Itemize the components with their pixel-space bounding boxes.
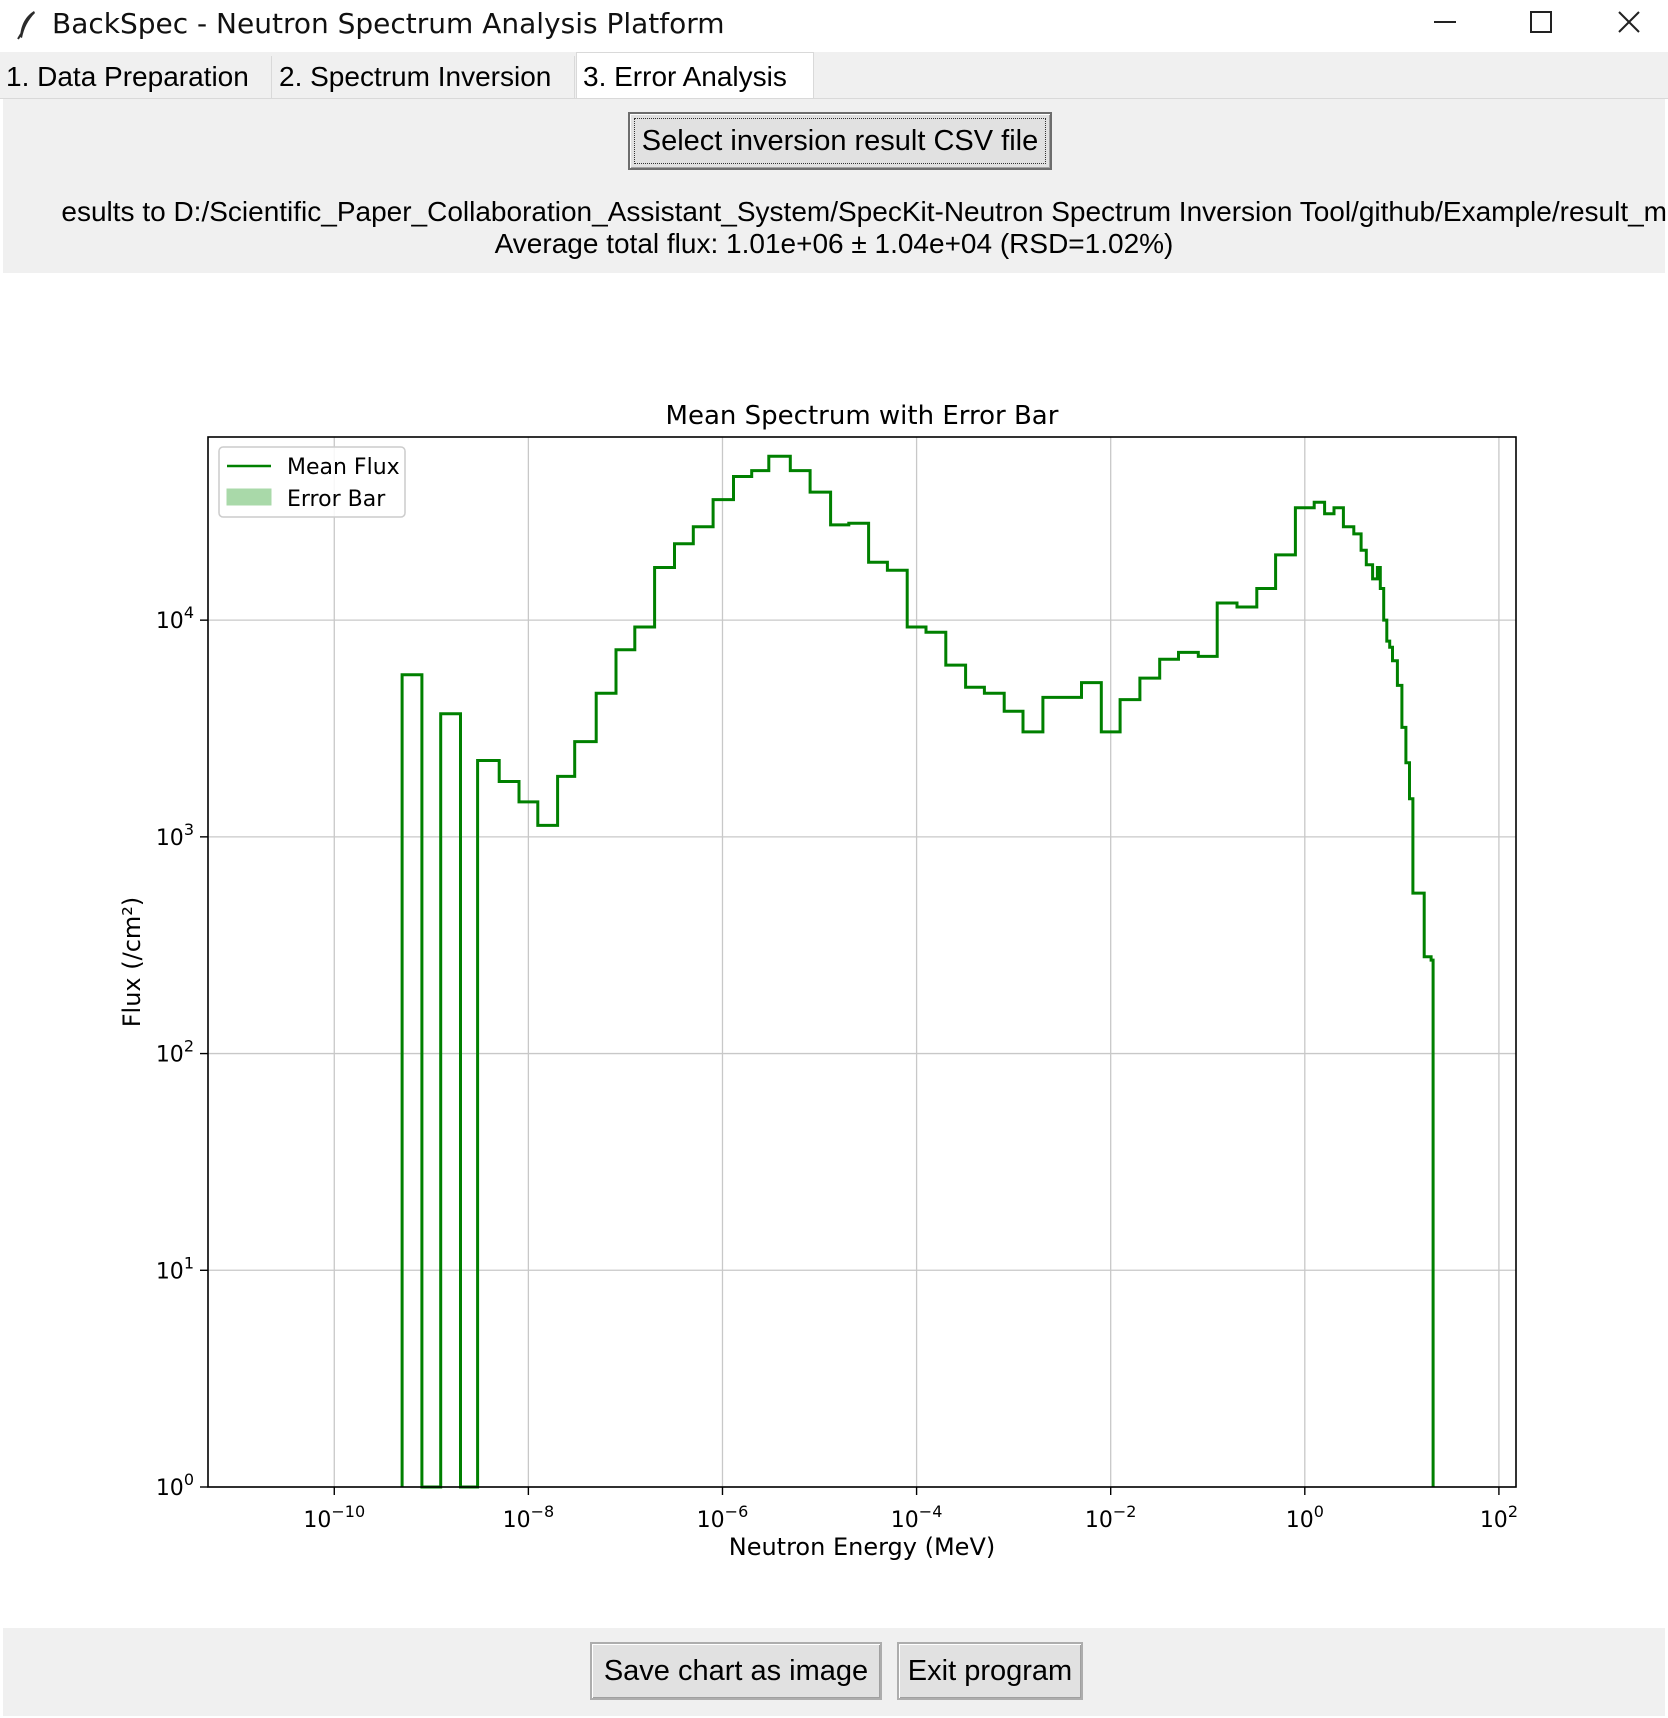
y-tick-label: 102 [156, 1037, 194, 1068]
axis-ticks: 10−10 10−8 10−6 10−4 10−2 100 102 100 101 102 103 1… [156, 603, 1518, 1533]
close-icon [1618, 11, 1640, 33]
maximize-button[interactable] [1494, 0, 1590, 46]
grid-lines [208, 437, 1516, 1488]
tab-spectrum-inversion[interactable]: 2. Spectrum Inversion [273, 56, 575, 98]
mean-flux-line [400, 454, 1435, 1489]
maximize-icon [1530, 11, 1552, 33]
legend-label-error-bar: Error Bar [287, 487, 386, 512]
x-tick-label: 10−6 [697, 1502, 749, 1533]
tab-data-preparation[interactable]: 1. Data Preparation [0, 56, 272, 98]
select-csv-button[interactable]: Select inversion result CSV file [628, 112, 1052, 170]
x-tick-label: 10−8 [503, 1502, 555, 1533]
legend: Mean Flux Error Bar [218, 446, 406, 518]
saved-path-label: esults to D:/Scientific_Paper_Collaborat… [2, 196, 1667, 228]
close-button[interactable] [1590, 0, 1668, 46]
spectrum-chart: Mean Spectrum with Error Bar 10−10 10−8 10… [118, 401, 1518, 1561]
y-tick-label: 100 [156, 1470, 194, 1501]
y-tick-label: 104 [156, 603, 194, 634]
x-tick-label: 102 [1480, 1502, 1518, 1533]
saved-path-text: esults to D:/Scientific_Paper_Collaborat… [61, 196, 1667, 227]
x-tick-label: 10−2 [1085, 1502, 1137, 1533]
series-layer [400, 454, 1435, 1489]
y-tick-label: 103 [156, 820, 194, 851]
minimize-button[interactable] [1398, 0, 1494, 46]
minimize-icon [1434, 21, 1456, 23]
x-tick-label: 10−10 [303, 1502, 365, 1533]
average-flux-label: Average total flux: 1.01e+06 ± 1.04e+04 … [494, 228, 1174, 259]
legend-error-swatch [226, 488, 272, 506]
feather-icon [16, 10, 38, 40]
x-tick-label: 100 [1286, 1502, 1324, 1533]
y-axis-label: Flux (/cm²) [118, 897, 146, 1028]
tab-error-analysis[interactable]: 3. Error Analysis [576, 52, 814, 98]
chart-title: Mean Spectrum with Error Bar [666, 401, 1059, 431]
x-tick-label: 10−4 [891, 1502, 943, 1533]
plot-area-frame [207, 436, 1517, 1488]
exit-program-button[interactable]: Exit program [897, 1642, 1083, 1700]
save-chart-button[interactable]: Save chart as image [590, 1642, 882, 1700]
window-title: BackSpec - Neutron Spectrum Analysis Pla… [52, 7, 725, 40]
y-tick-label: 101 [156, 1253, 194, 1284]
legend-label-mean-flux: Mean Flux [287, 455, 400, 480]
title-bar: BackSpec - Neutron Spectrum Analysis Pla… [0, 0, 1668, 52]
x-axis-label: Neutron Energy (MeV) [729, 1533, 995, 1561]
